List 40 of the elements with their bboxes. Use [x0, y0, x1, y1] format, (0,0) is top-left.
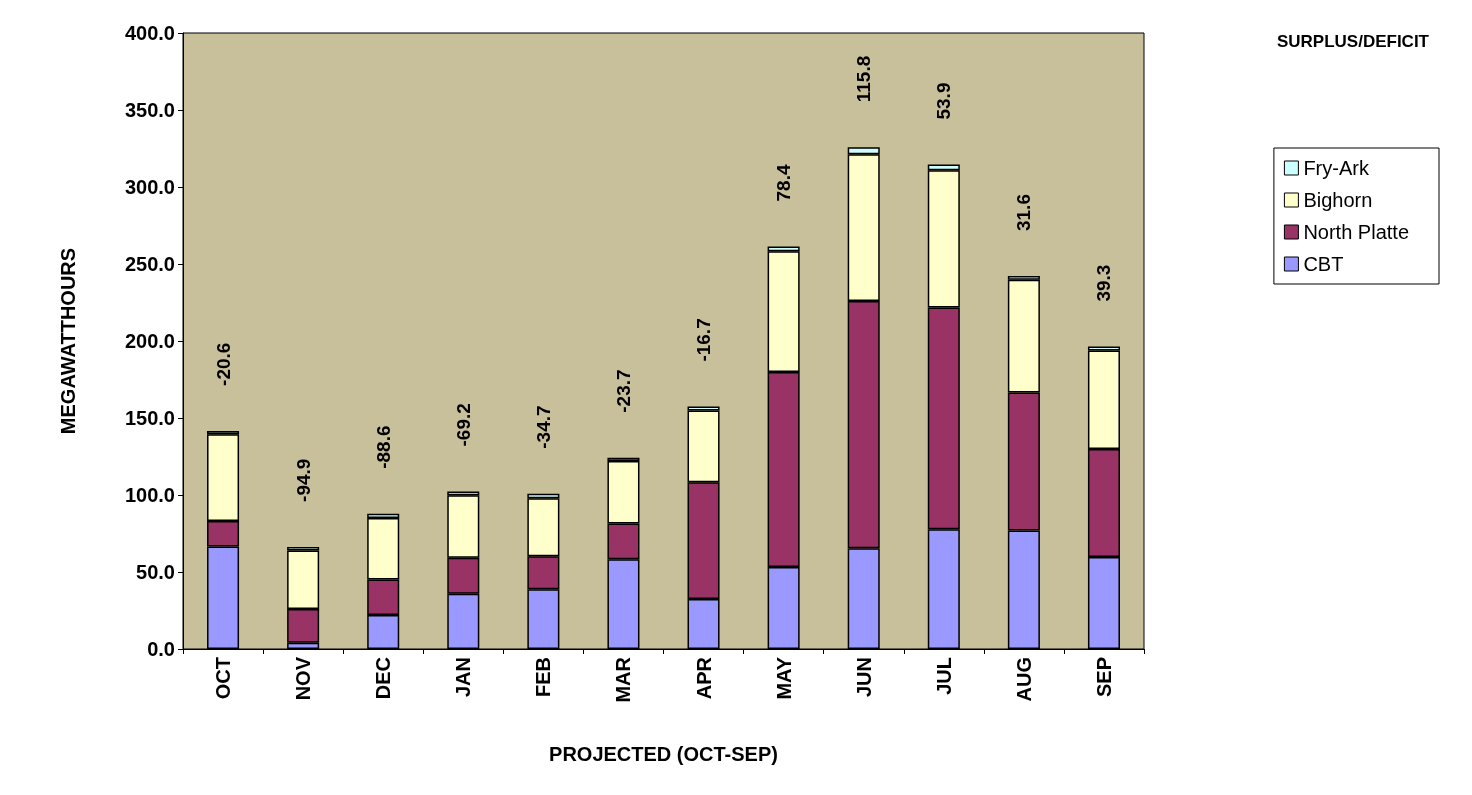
x-tick-label: APR	[692, 656, 715, 700]
y-tick-label: 200.0	[124, 330, 175, 352]
x-tick-label: DEC	[372, 657, 395, 700]
y-tick-label: 400.0	[124, 22, 175, 44]
annotation: 39.3	[1093, 264, 1115, 302]
y-tick-label: 150.0	[124, 407, 175, 429]
y-tick-label: 250.0	[124, 253, 175, 275]
y-axis-title: MEGAWATTHOURS	[57, 247, 79, 435]
annotation: -16.7	[693, 318, 715, 362]
x-tick-label: JAN	[452, 657, 475, 698]
x-tick-label: JUN	[852, 657, 875, 698]
legend-label: Fry-Ark	[1303, 157, 1370, 179]
annotation: -94.9	[292, 458, 314, 502]
annotation: 78.4	[773, 164, 795, 202]
annotation: -20.6	[212, 342, 234, 386]
x-tick-label: MAY	[772, 656, 795, 700]
x-axis-title: PROJECTED (OCT-SEP)	[549, 743, 778, 765]
x-tick-label: NOV	[292, 656, 315, 701]
y-tick-label: 100.0	[124, 484, 175, 506]
x-tick-label: SEP	[1092, 657, 1115, 698]
y-tick-label: 50.0	[136, 561, 175, 583]
annotation: 115.8	[853, 55, 875, 103]
x-tick-label: OCT	[212, 657, 235, 700]
annotation: -88.6	[372, 425, 394, 469]
text: SURPLUS/DEFICIT	[1276, 32, 1430, 51]
annotation: -69.2	[452, 403, 474, 447]
y-tick-label: 300.0	[124, 176, 175, 198]
x-tick-label: JUL	[932, 657, 955, 695]
annotation: -23.7	[612, 369, 634, 413]
legend-label: North Platte	[1303, 221, 1409, 243]
x-tick-label: AUG	[1012, 657, 1035, 702]
annotation: 31.6	[1013, 194, 1035, 232]
annotation: -34.7	[532, 405, 554, 449]
x-tick-label: FEB	[532, 657, 555, 697]
y-tick-label: 350.0	[124, 99, 175, 121]
y-tick-label: 0.0	[147, 638, 175, 660]
x-tick-label: MAR	[612, 656, 635, 703]
legend-label: CBT	[1303, 253, 1344, 275]
legend-label: Bighorn	[1303, 189, 1373, 211]
annotation: 53.9	[933, 82, 955, 120]
